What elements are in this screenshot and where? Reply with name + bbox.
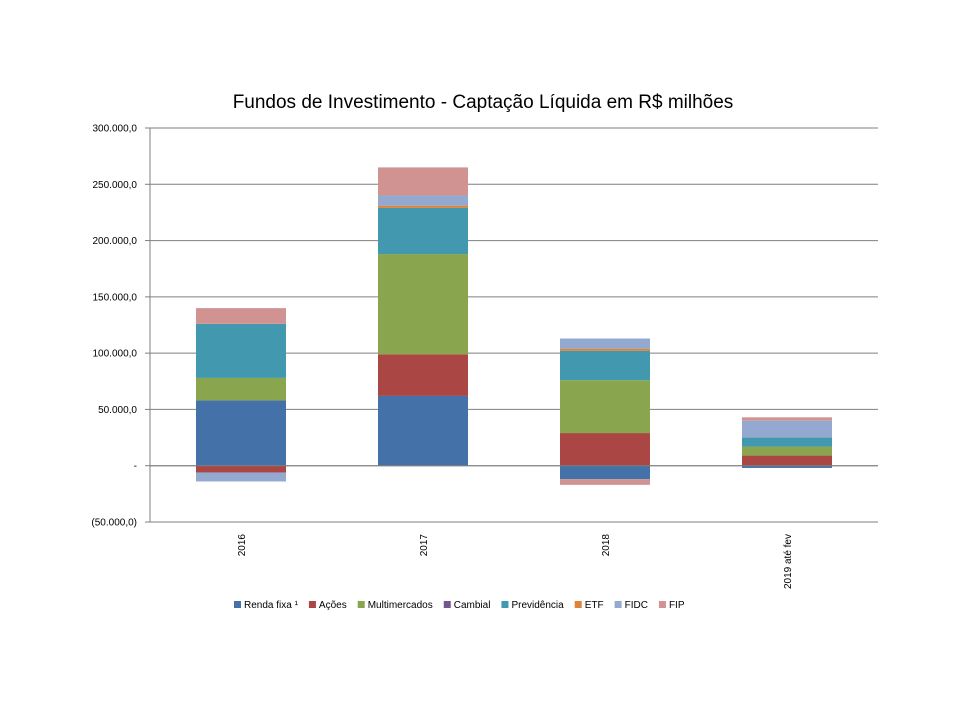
bar-segment — [378, 354, 468, 396]
bar-segment — [742, 455, 832, 466]
y-tick-label: - — [134, 461, 137, 472]
bar-segment — [560, 348, 650, 351]
bar-segment — [196, 465, 286, 473]
x-tick-label: 2018 — [601, 534, 612, 557]
y-tick-label: 300.000,0 — [93, 124, 138, 135]
bar-segment — [378, 167, 468, 196]
bar-segment — [742, 420, 832, 438]
legend-label: Cambial — [454, 600, 491, 611]
y-tick-label: (50.000,0) — [91, 518, 137, 529]
x-tick-label: 2017 — [419, 534, 430, 557]
bar-segment — [560, 380, 650, 434]
x-tick-labels: 2016 2017 2018 2019 até fev — [237, 534, 794, 589]
bar-segment — [560, 433, 650, 466]
chart-title: Fundos de Investimento - Captação Líquid… — [233, 92, 734, 113]
bar-segment — [742, 446, 832, 456]
legend-label: FIDC — [625, 600, 648, 611]
y-tick-label: 200.000,0 — [93, 236, 138, 247]
bar-segment — [560, 465, 650, 480]
y-tick-label: 250.000,0 — [93, 180, 138, 191]
bars — [196, 167, 832, 485]
x-tick-label: 2016 — [237, 534, 248, 557]
bar-segment — [378, 205, 468, 208]
bar-segment — [196, 323, 286, 378]
bar-segment — [742, 417, 832, 421]
legend-swatch — [658, 601, 666, 608]
legend-swatch — [614, 601, 622, 608]
legend-label: Renda fixa ¹ — [244, 600, 299, 611]
bar-segment — [560, 479, 650, 485]
y-tick-label: 50.000,0 — [98, 405, 137, 416]
bar-segment — [378, 395, 468, 466]
legend-swatch — [357, 601, 365, 608]
legend-label: Multimercados — [368, 600, 433, 611]
bar-segment — [560, 338, 650, 349]
legend-label: Previdência — [511, 600, 564, 611]
bar-segment — [196, 377, 286, 401]
legend-swatch — [574, 601, 582, 608]
bar-segment — [378, 195, 468, 206]
legend-swatch — [443, 601, 451, 608]
legend-label: ETF — [585, 600, 604, 611]
legend-swatch — [308, 601, 316, 608]
x-tick-label: 2019 até fev — [783, 534, 794, 589]
y-tick-label: 100.000,0 — [93, 349, 138, 360]
legend-label: Ações — [319, 600, 347, 611]
bar-segment — [378, 254, 468, 355]
bar-segment — [196, 400, 286, 466]
legend-swatch — [501, 601, 509, 608]
bar-segment — [196, 308, 286, 324]
bar-segment — [560, 350, 650, 381]
bar-segment — [196, 472, 286, 482]
bar-segment — [742, 437, 832, 447]
bar-segment — [378, 207, 468, 255]
axes — [145, 127, 878, 523]
legend-swatch — [234, 601, 241, 608]
bar-segment — [742, 465, 832, 468]
legend: Renda fixa ¹ Ações Multimercados Cambial Pre… — [234, 600, 685, 611]
legend-label: FIP — [669, 600, 685, 611]
y-tick-labels: 300.000,0 250.000,0 200.000,0 150.000,0 100.… — [91, 124, 137, 529]
y-tick-label: 150.000,0 — [93, 292, 138, 303]
